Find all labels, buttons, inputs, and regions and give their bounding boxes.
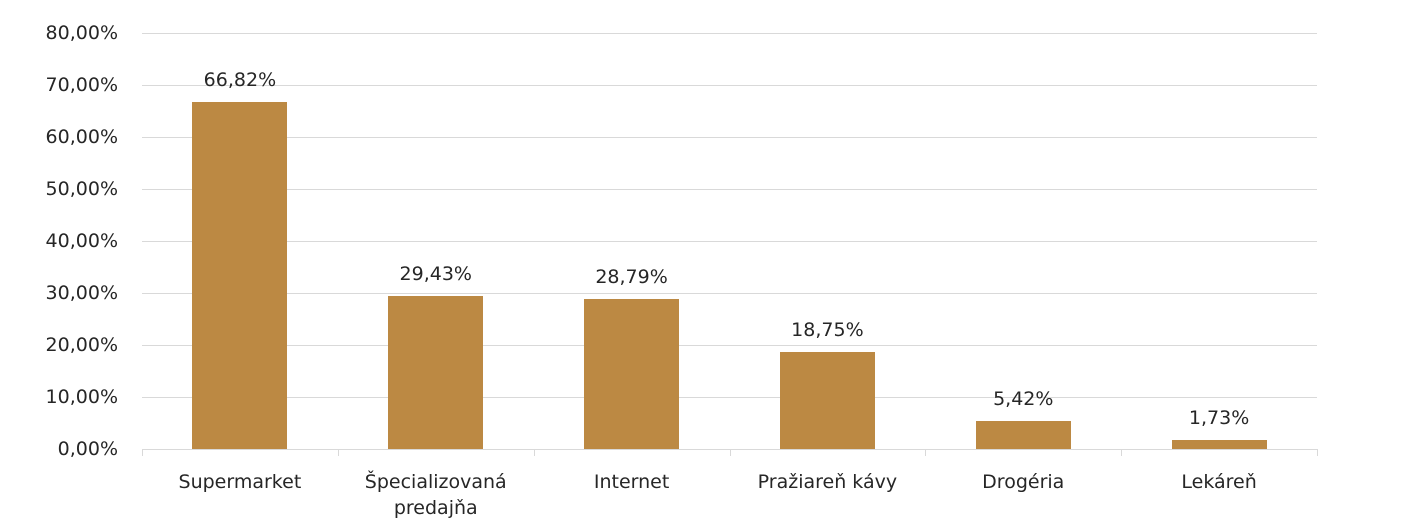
category-label-line: Supermarket (178, 471, 302, 493)
data-label: 28,79% (595, 266, 668, 289)
category-label-line: Lekáreň (1181, 471, 1257, 493)
bar-5 (1171, 440, 1267, 449)
y-axis-tick-label: 30,00% (45, 282, 118, 304)
gridline (142, 33, 1317, 34)
y-axis-tick-label: 60,00% (45, 126, 118, 148)
x-axis-tick (142, 449, 143, 456)
x-axis-tick (729, 449, 731, 456)
gridline (142, 293, 1317, 294)
gridline (142, 189, 1317, 190)
y-axis-tick-label: 0,00% (57, 438, 118, 460)
x-axis-category-label: Pražiareň kávy (729, 469, 925, 495)
gridline (142, 137, 1317, 138)
gridline (142, 85, 1317, 86)
data-label: 1,73% (1188, 407, 1250, 429)
y-axis-tick-label: 80,00% (45, 22, 118, 44)
y-axis-tick-label: 70,00% (45, 74, 118, 96)
x-axis-category-label: Lekáreň (1121, 469, 1317, 495)
category-label-line: Špecializovaná (364, 471, 507, 493)
x-axis-category-label: Špecializovaná predajňa (338, 469, 534, 521)
data-label: 66,82% (203, 68, 277, 91)
bar-0 (192, 101, 288, 449)
data-label: 18,75% (791, 318, 864, 341)
y-axis-tick-label: 40,00% (45, 230, 118, 252)
x-axis-tick (1317, 449, 1318, 456)
y-axis-tick-label: 20,00% (45, 334, 118, 356)
bar-2 (584, 299, 680, 449)
gridline (142, 397, 1317, 398)
x-axis-category-label: Drogéria (925, 469, 1121, 495)
x-axis-tick (1121, 449, 1123, 456)
bar-4 (975, 420, 1071, 449)
y-axis-tick-label: 50,00% (45, 178, 118, 200)
x-axis-tick (533, 449, 535, 456)
y-axis-tick-label: 10,00% (45, 386, 118, 408)
data-label: 5,42% (993, 387, 1054, 410)
x-axis-category-label: Internet (534, 469, 730, 495)
x-axis-category-label: Supermarket (142, 469, 338, 495)
category-label-line: predajňa (393, 497, 478, 519)
bar-1 (388, 295, 484, 449)
x-axis-tick (925, 449, 927, 456)
category-label-line: Pražiareň kávy (757, 471, 898, 493)
category-label-line: Internet (593, 471, 670, 493)
category-label-line: Drogéria (982, 471, 1065, 493)
x-axis-tick (337, 449, 339, 456)
bar-3 (779, 351, 875, 449)
gridline (142, 345, 1317, 346)
gridline (142, 241, 1317, 242)
data-label: 29,43% (399, 262, 472, 285)
